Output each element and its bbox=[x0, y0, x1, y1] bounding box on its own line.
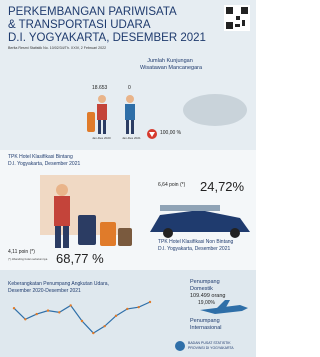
org: PROVINSI DI YOGYAKARTA bbox=[188, 346, 234, 350]
label: Domestik bbox=[190, 286, 213, 292]
title: & TRANSPORTASI UDARA bbox=[8, 19, 151, 31]
section-title: TPK Hotel Klasifikasi Bintang bbox=[8, 154, 73, 160]
section-title: Keberangkatan Penumpang Angkutan Udara, bbox=[8, 281, 109, 287]
change: 19,00% bbox=[198, 300, 215, 306]
value: 109.499 orang bbox=[190, 293, 226, 299]
title: D.I. YOGYAKARTA, DESEMBER 2021 bbox=[8, 32, 206, 44]
point bbox=[92, 331, 95, 335]
period: Jan-Des 2021 bbox=[122, 136, 141, 140]
point bbox=[103, 324, 106, 328]
point bbox=[148, 300, 152, 304]
point bbox=[126, 307, 129, 311]
value: 18.653 bbox=[92, 85, 108, 91]
point bbox=[12, 307, 16, 310]
note: (*) dibanding bulan sebelumnya bbox=[8, 257, 48, 261]
section-title: D.I. Yogyakarta, Desember 2021 bbox=[158, 246, 231, 252]
change: 100,00 % bbox=[160, 130, 182, 136]
label: Internasional bbox=[190, 325, 222, 331]
artwork bbox=[0, 5, 256, 351]
section-title: D.I. Yogyakarta, Desember 2021 bbox=[8, 161, 81, 167]
section-title: Jumlah Kunjungan bbox=[147, 58, 193, 64]
reference: Berita Resmi Statistik No. 10/02/34/Th. … bbox=[8, 46, 107, 50]
point bbox=[69, 304, 72, 307]
point bbox=[46, 309, 50, 312]
section-title: Wisatawan Mancanegara bbox=[140, 65, 203, 71]
point bbox=[58, 311, 61, 314]
point bbox=[24, 318, 27, 321]
section-title: TPK Hotel Klasifikasi Non Bintang bbox=[158, 239, 234, 245]
org: BADAN PUSAT STATISTIK bbox=[188, 341, 231, 345]
value: 0 bbox=[128, 85, 131, 91]
rate: 68,77 % bbox=[56, 251, 104, 266]
change: 6,64 poin (*) bbox=[158, 182, 186, 188]
infographic: PERKEMBANGAN PARIWISATA & TRANSPORTASI U… bbox=[0, 0, 256, 357]
label: Penumpang bbox=[190, 279, 220, 285]
section-title: Desember 2020-Desember 2021 bbox=[8, 288, 81, 294]
label: Penumpang bbox=[190, 318, 220, 324]
point bbox=[114, 314, 118, 318]
rate: 24,72% bbox=[200, 179, 245, 194]
change: 4,11 poin (*) bbox=[8, 249, 35, 255]
title: PERKEMBANGAN PARIWISATA bbox=[8, 6, 177, 18]
point bbox=[35, 312, 38, 316]
point bbox=[137, 305, 140, 309]
period: Jan-Des 2020 bbox=[92, 136, 111, 140]
point bbox=[80, 319, 84, 323]
